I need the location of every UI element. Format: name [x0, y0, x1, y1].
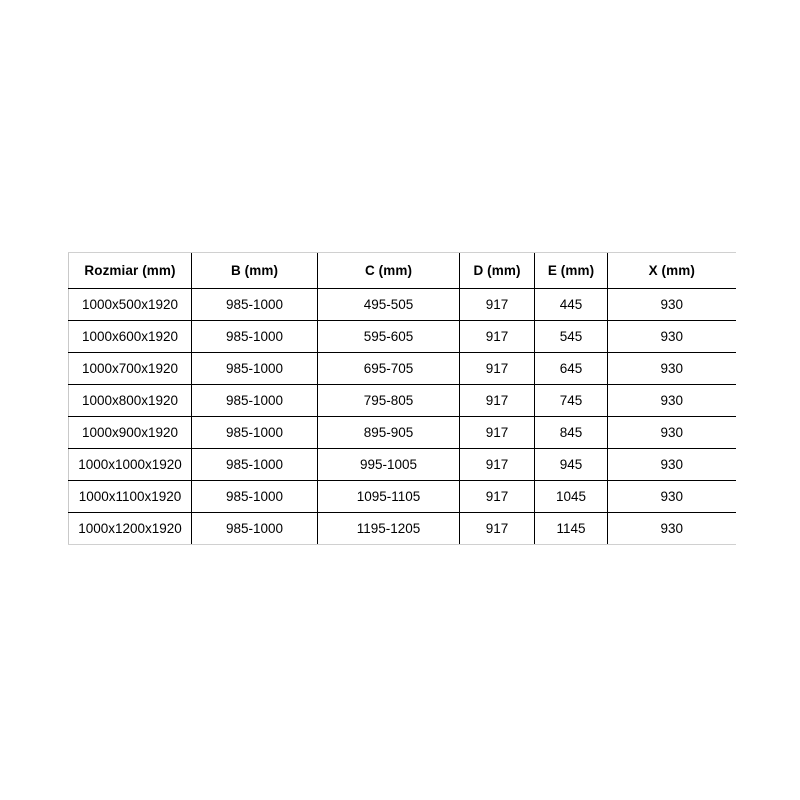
table-row: 1000x1100x1920 985-1000 1095-1105 917 1045 93…: [68, 480, 736, 513]
cell-c: 995-1005: [317, 448, 460, 481]
cell-b: 985-1000: [191, 512, 318, 545]
cell-size: 1000x600x1920: [68, 320, 192, 353]
table-header: Rozmiar (mm) B (mm) C (mm) D (mm) E (mm) X (m…: [68, 252, 736, 289]
table-header-row: Rozmiar (mm) B (mm) C (mm) D (mm) E (mm) X (m…: [68, 252, 736, 289]
cell-x: 930: [607, 384, 736, 417]
cell-e: 645: [534, 352, 608, 385]
table-row: 1000x900x1920 985-1000 895-905 917 845 930: [68, 416, 736, 449]
table-row: 1000x800x1920 985-1000 795-805 917 745 930: [68, 384, 736, 417]
cell-e: 745: [534, 384, 608, 417]
column-header-c: C (mm): [317, 252, 460, 289]
table-row: 1000x1000x1920 985-1000 995-1005 917 945 930: [68, 448, 736, 481]
cell-b: 985-1000: [191, 480, 318, 513]
cell-e: 1145: [534, 512, 608, 545]
column-header-e: E (mm): [534, 252, 608, 289]
cell-b: 985-1000: [191, 352, 318, 385]
cell-d: 917: [459, 480, 535, 513]
cell-e: 845: [534, 416, 608, 449]
cell-size: 1000x900x1920: [68, 416, 192, 449]
cell-size: 1000x700x1920: [68, 352, 192, 385]
cell-e: 545: [534, 320, 608, 353]
column-header-size: Rozmiar (mm): [68, 252, 192, 289]
dimensions-table: Rozmiar (mm) B (mm) C (mm) D (mm) E (mm) X (m…: [68, 252, 736, 545]
cell-size: 1000x1200x1920: [68, 512, 192, 545]
column-header-d: D (mm): [459, 252, 535, 289]
cell-x: 930: [607, 288, 736, 321]
cell-size: 1000x800x1920: [68, 384, 192, 417]
cell-e: 1045: [534, 480, 608, 513]
cell-c: 1195-1205: [317, 512, 460, 545]
table-row: 1000x1200x1920 985-1000 1195-1205 917 1145 93…: [68, 512, 736, 545]
column-header-b: B (mm): [191, 252, 318, 289]
cell-x: 930: [607, 320, 736, 353]
cell-d: 917: [459, 512, 535, 545]
cell-size: 1000x1100x1920: [68, 480, 192, 513]
cell-d: 917: [459, 384, 535, 417]
cell-d: 917: [459, 416, 535, 449]
cell-d: 917: [459, 288, 535, 321]
cell-c: 695-705: [317, 352, 460, 385]
cell-b: 985-1000: [191, 288, 318, 321]
cell-c: 795-805: [317, 384, 460, 417]
cell-b: 985-1000: [191, 448, 318, 481]
table-row: 1000x500x1920 985-1000 495-505 917 445 930: [68, 288, 736, 321]
cell-x: 930: [607, 416, 736, 449]
cell-c: 495-505: [317, 288, 460, 321]
cell-x: 930: [607, 352, 736, 385]
cell-e: 445: [534, 288, 608, 321]
cell-x: 930: [607, 480, 736, 513]
cell-c: 595-605: [317, 320, 460, 353]
table-row: 1000x600x1920 985-1000 595-605 917 545 930: [68, 320, 736, 353]
cell-size: 1000x1000x1920: [68, 448, 192, 481]
cell-d: 917: [459, 352, 535, 385]
table-body: 1000x500x1920 985-1000 495-505 917 445 930 100…: [68, 288, 736, 545]
table-row: 1000x700x1920 985-1000 695-705 917 645 930: [68, 352, 736, 385]
cell-d: 917: [459, 320, 535, 353]
cell-e: 945: [534, 448, 608, 481]
column-header-x: X (mm): [607, 252, 736, 289]
cell-b: 985-1000: [191, 416, 318, 449]
cell-c: 1095-1105: [317, 480, 460, 513]
specification-table-container: Rozmiar (mm) B (mm) C (mm) D (mm) E (mm) X (m…: [68, 252, 736, 545]
cell-b: 985-1000: [191, 320, 318, 353]
cell-b: 985-1000: [191, 384, 318, 417]
cell-x: 930: [607, 512, 736, 545]
cell-d: 917: [459, 448, 535, 481]
cell-size: 1000x500x1920: [68, 288, 192, 321]
cell-x: 930: [607, 448, 736, 481]
cell-c: 895-905: [317, 416, 460, 449]
